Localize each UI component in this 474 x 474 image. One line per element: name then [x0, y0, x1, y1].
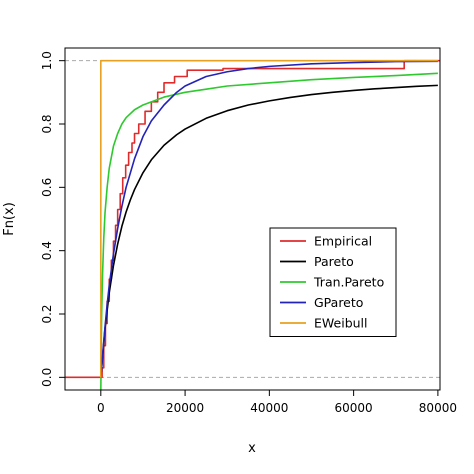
- series-line-pareto: [100, 84, 438, 378]
- legend: Empirical Pareto Tran.Pareto GPareto EWeibul…: [269, 227, 397, 337]
- y-tick-label-5: 1.0: [40, 51, 54, 70]
- y-tick-label-1: 0.2: [40, 304, 54, 323]
- legend-label-empirical: Empirical: [314, 234, 372, 249]
- x-axis: 0 20000 40000 60000 80000: [97, 390, 457, 415]
- y-tick-label-2: 0.4: [40, 241, 54, 260]
- legend-label-gpareto: GPareto: [314, 295, 363, 310]
- legend-label-pareto: Pareto: [314, 254, 354, 269]
- x-tick-label-0: 0: [97, 401, 105, 415]
- x-tick-label-2: 40000: [250, 401, 288, 415]
- y-axis: 0.0 0.2 0.4 0.6 0.8 1.0: [40, 51, 65, 387]
- y-tick-label-4: 0.8: [40, 114, 54, 133]
- x-tick-label-1: 20000: [166, 401, 204, 415]
- legend-label-tran-pareto: Tran.Pareto: [313, 275, 384, 290]
- plot-frame: [64, 47, 441, 391]
- series-line-gpareto: [100, 60, 438, 378]
- x-tick-label-3: 60000: [335, 401, 373, 415]
- x-axis-title: x: [248, 441, 256, 456]
- y-tick-label-3: 0.6: [40, 178, 54, 197]
- legend-label-eweibull: EWeibull: [314, 316, 368, 331]
- x-tick-label-4: 80000: [419, 401, 457, 415]
- series-line-tran-pareto: [100, 72, 438, 390]
- y-tick-label-0: 0.0: [40, 368, 54, 387]
- y-axis-title: Fn(x): [2, 202, 17, 236]
- series-layer: [65, 59, 440, 390]
- series-line-eweibull: [100, 59, 438, 378]
